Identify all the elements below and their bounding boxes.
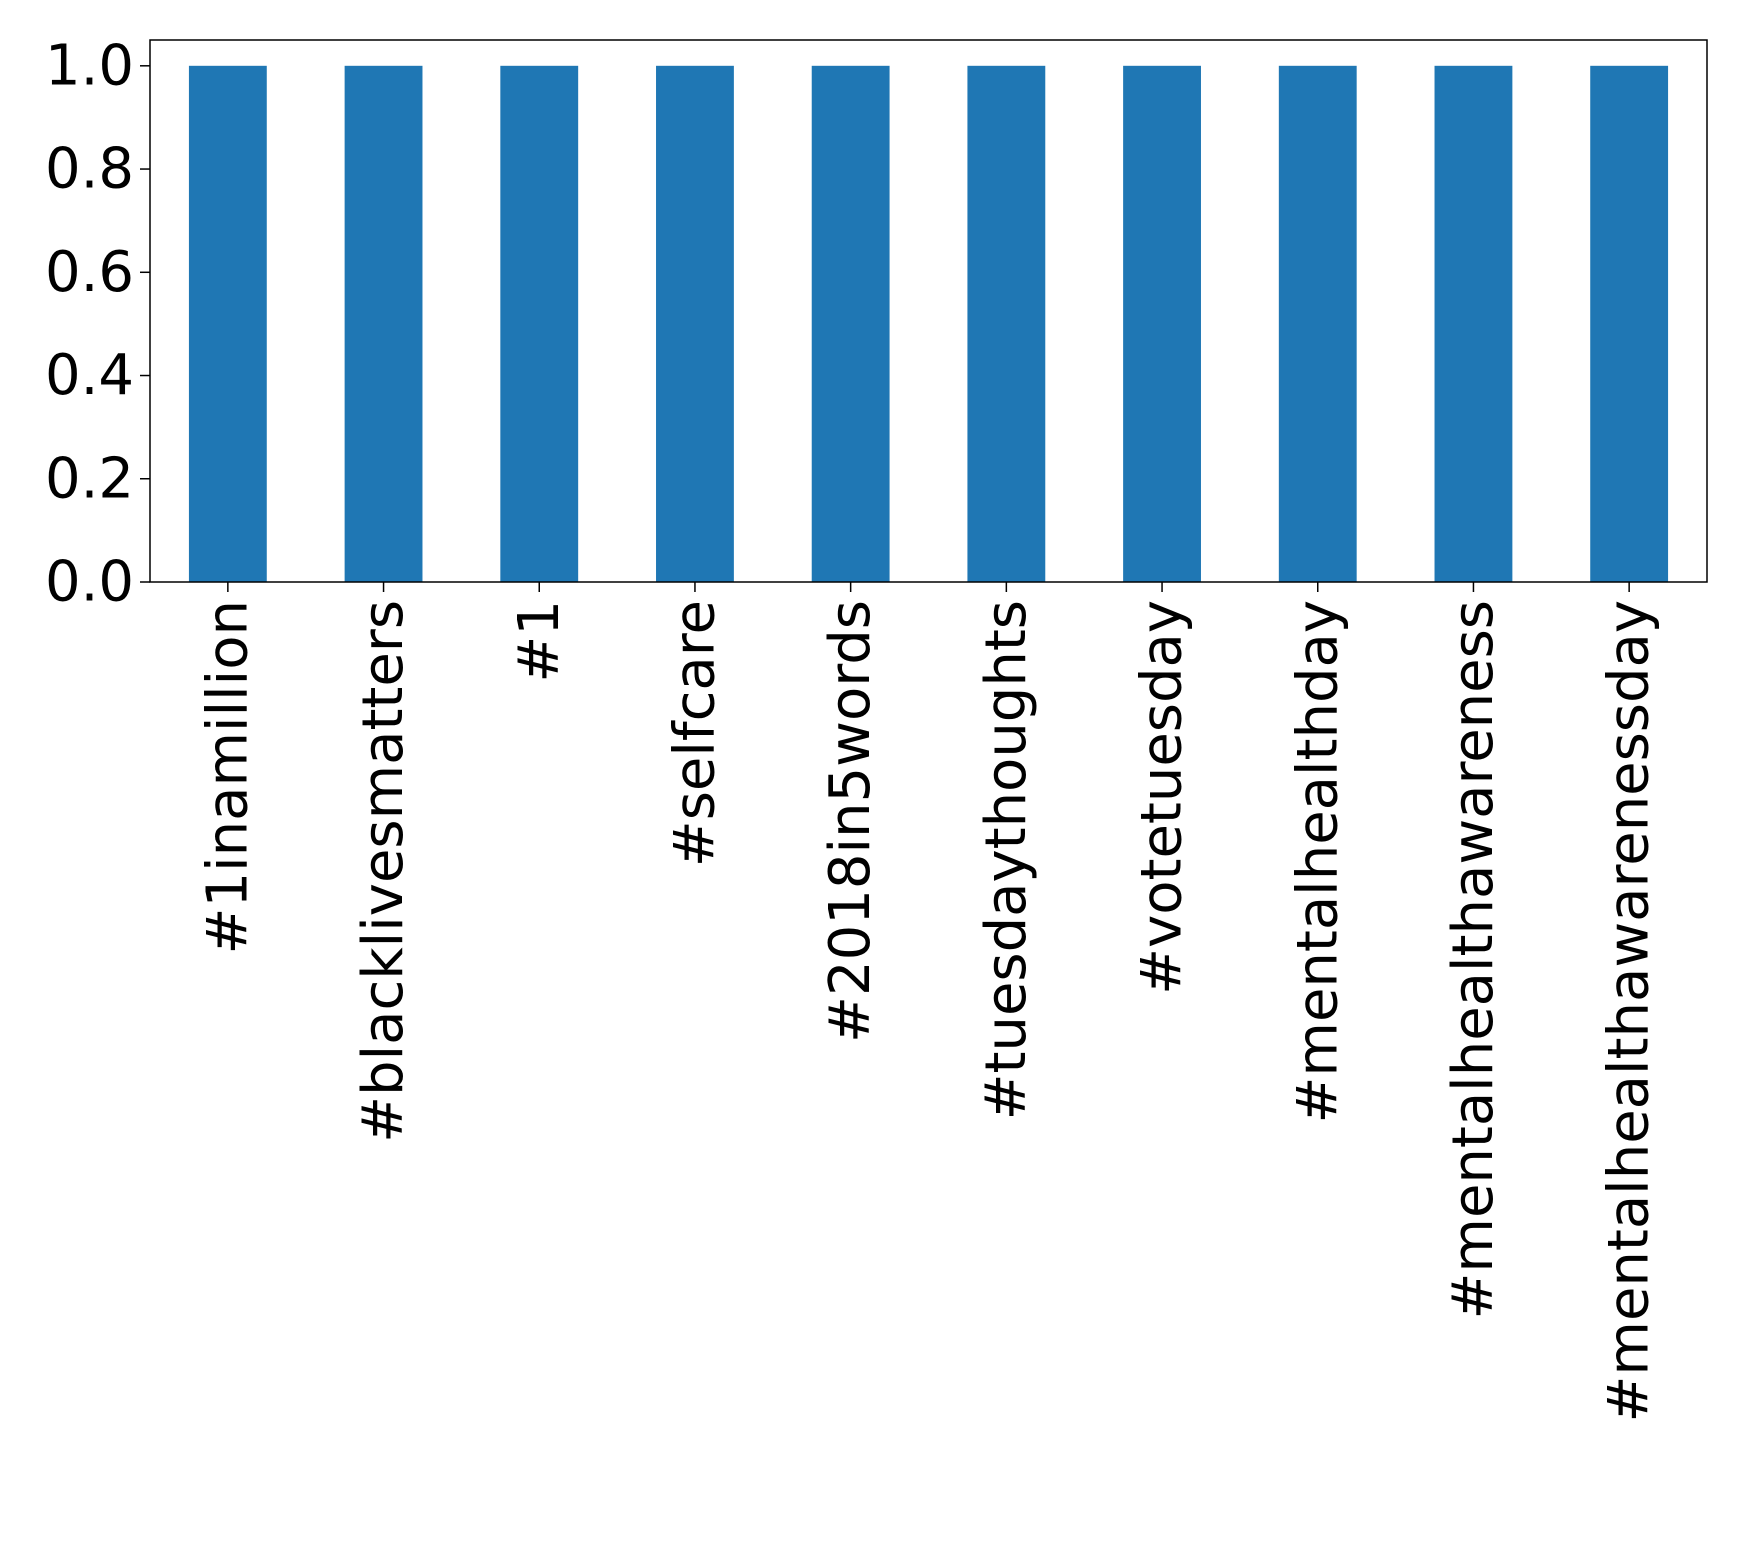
x-tick-label: #1inamillion (195, 600, 260, 954)
y-tick-label: 0.2 (45, 446, 134, 511)
bar (500, 65, 579, 583)
x-tick-label: #1 (507, 600, 572, 683)
y-tick-label: 0.4 (45, 343, 134, 408)
x-tick-label: #2018in5words (818, 600, 883, 1043)
y-tick-label: 1.0 (45, 33, 134, 98)
y-tick-label: 0.8 (45, 137, 134, 202)
bar (188, 65, 267, 583)
bar (967, 65, 1046, 583)
bar (1278, 65, 1357, 583)
y-axis: 0.0 0.2 0.4 0.6 0.8 1.0 (45, 33, 150, 615)
x-tick-label: #mentalhealthday (1285, 600, 1350, 1124)
x-tick-label: #mentalhealthawarenessday (1597, 600, 1662, 1423)
bar (656, 65, 734, 583)
x-axis: #1inamillion #blacklivesmatters #1 #selfcar… (195, 582, 1662, 1423)
x-tick-label: #selfcare (662, 600, 727, 867)
bar (1434, 65, 1513, 583)
x-tick-label: #mentalhealthawareness (1441, 600, 1506, 1320)
x-tick-label: #blacklivesmatters (351, 600, 416, 1143)
bar (1123, 65, 1201, 583)
y-tick-label: 0.0 (45, 550, 134, 615)
y-tick-label: 0.6 (45, 240, 134, 305)
bar (344, 65, 423, 583)
bars-group (188, 65, 1669, 583)
bar (1590, 65, 1669, 583)
x-tick-label: #tuesdaythoughts (974, 600, 1039, 1120)
x-tick-label: #votetuesday (1130, 600, 1195, 995)
plot-frame (149, 39, 1708, 583)
bar (811, 65, 890, 583)
